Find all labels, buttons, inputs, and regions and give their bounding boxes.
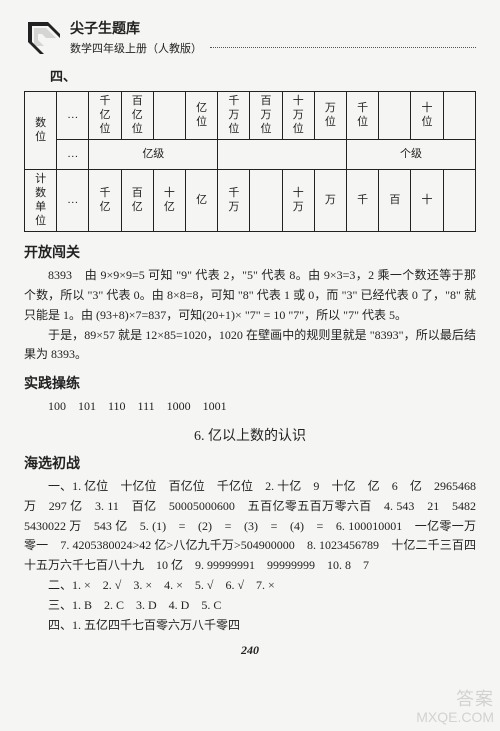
watermark-bottom: MXQE.COM bbox=[416, 710, 494, 725]
book-title: 尖子生题库 bbox=[70, 18, 202, 38]
cell: 十万 bbox=[282, 170, 314, 232]
cell: 万位 bbox=[314, 92, 346, 140]
cell: 亿位 bbox=[186, 92, 218, 140]
section-kf-title: 开放闯关 bbox=[24, 242, 476, 262]
cell: 百亿位 bbox=[121, 92, 153, 140]
place-value-table: 数位 … 千亿位 百亿位 亿位 千万位 百万位 十万位 万位 千位 十位 … 亿… bbox=[24, 91, 476, 232]
section-number: 四、 bbox=[50, 66, 476, 85]
hx-l2: 二、1. × 2. √ 3. × 4. × 5. √ 6. √ 7. × bbox=[24, 576, 476, 596]
cell-empty bbox=[379, 92, 411, 140]
cell: 万 bbox=[314, 170, 346, 232]
level-cell: 亿级 bbox=[89, 140, 218, 170]
cell: 亿 bbox=[186, 170, 218, 232]
cell: 十位 bbox=[411, 92, 443, 140]
cell-empty bbox=[443, 92, 475, 140]
watermark: 答案 MXQE.COM bbox=[416, 690, 494, 725]
arrow-icon bbox=[24, 18, 64, 58]
cell: … bbox=[57, 92, 89, 140]
book-sub: 数学四年级上册（人教版） bbox=[70, 40, 202, 56]
section-sj-title: 实践操练 bbox=[24, 373, 476, 393]
kf-p2: 于是，89×57 就是 12×85=1020，1020 在壁画中的规则里就是 "… bbox=[24, 326, 476, 366]
row-label: 计数单位 bbox=[25, 170, 57, 232]
cell: 百 bbox=[379, 170, 411, 232]
cell: 千位 bbox=[347, 92, 379, 140]
cell: 千万位 bbox=[218, 92, 250, 140]
watermark-top: 答案 bbox=[416, 690, 494, 710]
cell: 千亿位 bbox=[89, 92, 121, 140]
cell: 十 bbox=[411, 170, 443, 232]
kf-p1: 8393 由 9×9×9=5 可知 "9" 代表 2，"5" 代表 8。由 9×… bbox=[24, 266, 476, 325]
section-hx-title: 海选初战 bbox=[24, 453, 476, 473]
cell: … bbox=[57, 140, 89, 170]
center-title: 6. 亿以上数的认识 bbox=[24, 425, 476, 445]
cell: 百亿 bbox=[121, 170, 153, 232]
page-number: 240 bbox=[24, 643, 476, 658]
hx-p1: 一、1. 亿位 十亿位 百亿位 千亿位 2. 十亿 9 十亿 亿 6 亿 296… bbox=[24, 477, 476, 576]
cell: 千亿 bbox=[89, 170, 121, 232]
level-cell: 个级 bbox=[347, 140, 476, 170]
hx-l4: 四、1. 五亿四千七百零六万八千零四 bbox=[24, 616, 476, 636]
cell: 千 bbox=[347, 170, 379, 232]
kf-body: 8393 由 9×9×9=5 可知 "9" 代表 2，"5" 代表 8。由 9×… bbox=[24, 266, 476, 365]
cell: 千万 bbox=[218, 170, 250, 232]
cell: 十万位 bbox=[282, 92, 314, 140]
cell-empty bbox=[443, 170, 475, 232]
cell-empty bbox=[153, 92, 185, 140]
hx-body: 一、1. 亿位 十亿位 百亿位 千亿位 2. 十亿 9 十亿 亿 6 亿 296… bbox=[24, 477, 476, 576]
page-header: 尖子生题库 数学四年级上册（人教版） bbox=[24, 18, 476, 58]
cell: … bbox=[57, 170, 89, 232]
cell: 百万位 bbox=[250, 92, 282, 140]
header-dots bbox=[210, 38, 476, 48]
row-label: 数位 bbox=[25, 92, 57, 170]
cell: 十亿 bbox=[153, 170, 185, 232]
hx-l3: 三、1. B 2. C 3. D 4. D 5. C bbox=[24, 596, 476, 616]
cell-empty bbox=[250, 170, 282, 232]
level-cell-empty bbox=[218, 140, 347, 170]
sj-line: 100 101 110 111 1000 1001 bbox=[24, 397, 476, 417]
